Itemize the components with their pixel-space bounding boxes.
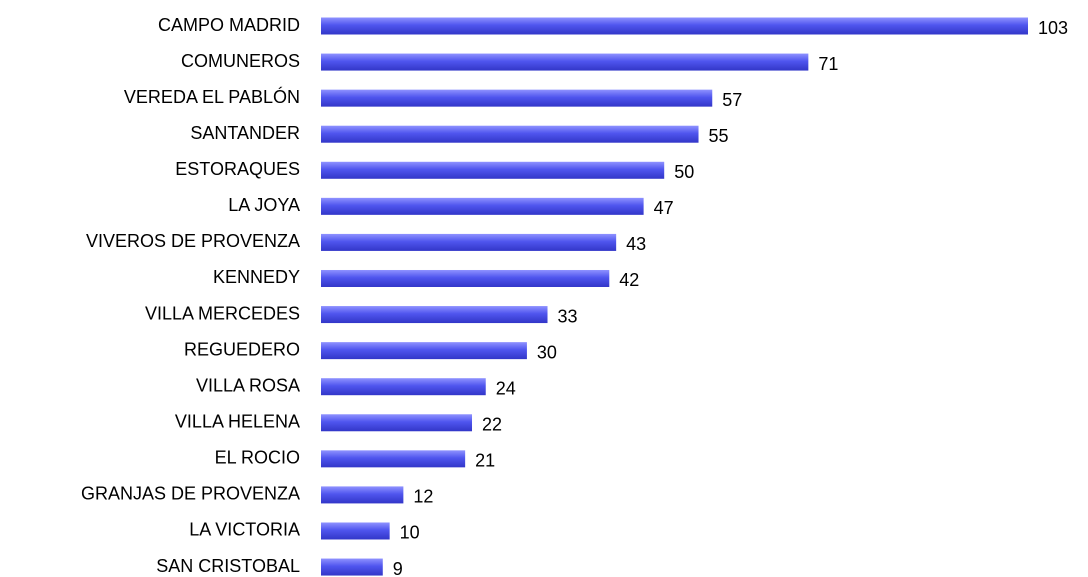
bar — [321, 161, 665, 179]
category-label: VILLA ROSA — [196, 375, 300, 395]
bar — [321, 17, 1028, 35]
category-label: LA VICTORIA — [189, 520, 300, 540]
category-label: LA JOYA — [228, 195, 300, 215]
category-label: SANTANDER — [190, 123, 300, 143]
category-label: VIVEROS DE PROVENZA — [86, 231, 300, 251]
value-label: 24 — [496, 378, 516, 398]
category-label: GRANJAS DE PROVENZA — [81, 484, 300, 504]
bar — [321, 89, 713, 107]
bar — [321, 342, 527, 360]
bar — [321, 53, 809, 71]
category-label: COMUNEROS — [181, 51, 300, 71]
value-label: 33 — [558, 306, 578, 326]
category-label: VILLA MERCEDES — [145, 303, 300, 323]
category-label: ESTORAQUES — [175, 159, 300, 179]
value-label: 10 — [400, 523, 420, 543]
category-label: EL ROCIO — [215, 448, 300, 468]
value-label: 43 — [626, 234, 646, 254]
category-label: VEREDA EL PABLÓN — [124, 86, 300, 107]
category-label: REGUEDERO — [184, 339, 300, 359]
category-label: VILLA HELENA — [175, 412, 300, 432]
value-label: 50 — [674, 162, 694, 182]
value-label: 55 — [709, 126, 729, 146]
value-label: 30 — [537, 342, 557, 362]
bar — [321, 269, 610, 287]
value-label: 103 — [1038, 18, 1068, 38]
category-label: SAN CRISTOBAL — [156, 556, 300, 576]
value-label: 47 — [654, 198, 674, 218]
bar — [321, 450, 466, 468]
value-label: 9 — [393, 559, 403, 577]
bar — [321, 306, 548, 324]
value-label: 57 — [722, 90, 742, 110]
bar — [321, 486, 404, 504]
bar — [321, 558, 383, 576]
value-label: 42 — [619, 270, 639, 290]
bar — [321, 414, 473, 432]
category-label: KENNEDY — [213, 267, 300, 287]
bar — [321, 378, 486, 396]
value-label: 22 — [482, 415, 502, 435]
value-label: 12 — [413, 487, 433, 507]
bar — [321, 197, 644, 215]
bar — [321, 125, 699, 143]
bar — [321, 233, 617, 251]
value-label: 71 — [818, 54, 838, 74]
bar — [321, 522, 390, 540]
value-label: 21 — [475, 451, 495, 471]
category-label: CAMPO MADRID — [158, 15, 300, 35]
